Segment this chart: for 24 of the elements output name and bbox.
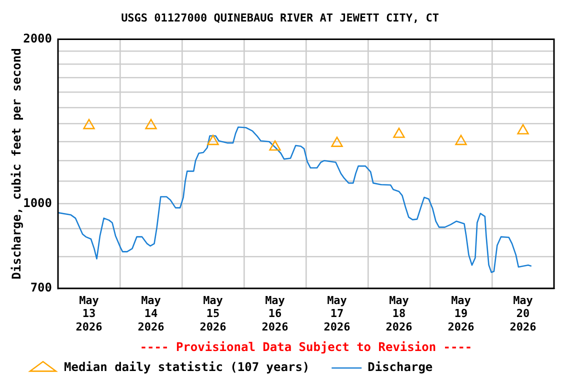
x-tick-label: May 13 2026 <box>76 294 103 334</box>
x-tick-label: May 17 2026 <box>324 294 351 334</box>
point <box>145 118 157 130</box>
point <box>331 136 343 147</box>
y-tick-label: 1000 <box>23 196 52 210</box>
point <box>269 140 281 151</box>
x-tick-label: May 18 2026 <box>386 294 413 334</box>
chart-title: USGS 01127000 QUINEBAUG RIVER AT JEWETT CITY, CT <box>121 11 440 24</box>
x-tick-label: May 15 2026 <box>200 294 227 334</box>
legend-label: Median daily statistic (107 years) <box>64 360 310 374</box>
x-tick-label: May 20 2026 <box>510 294 537 334</box>
point <box>207 134 219 146</box>
y-tick-label: 2000 <box>23 31 52 46</box>
point <box>455 134 467 146</box>
point <box>393 128 405 138</box>
text: ---- Provisional Data Subject to Revision ---- <box>140 340 472 354</box>
x-tick-label: May 14 2026 <box>138 294 165 334</box>
point <box>517 124 529 134</box>
point <box>83 118 95 130</box>
x-tick-label: May 19 2026 <box>448 294 475 334</box>
x-tick-label: May 16 2026 <box>262 294 289 334</box>
y-axis-title: Discharge, cubic feet per second <box>9 48 24 280</box>
y-tick-label: 700 <box>30 280 52 295</box>
legend-label: Discharge <box>368 360 433 374</box>
